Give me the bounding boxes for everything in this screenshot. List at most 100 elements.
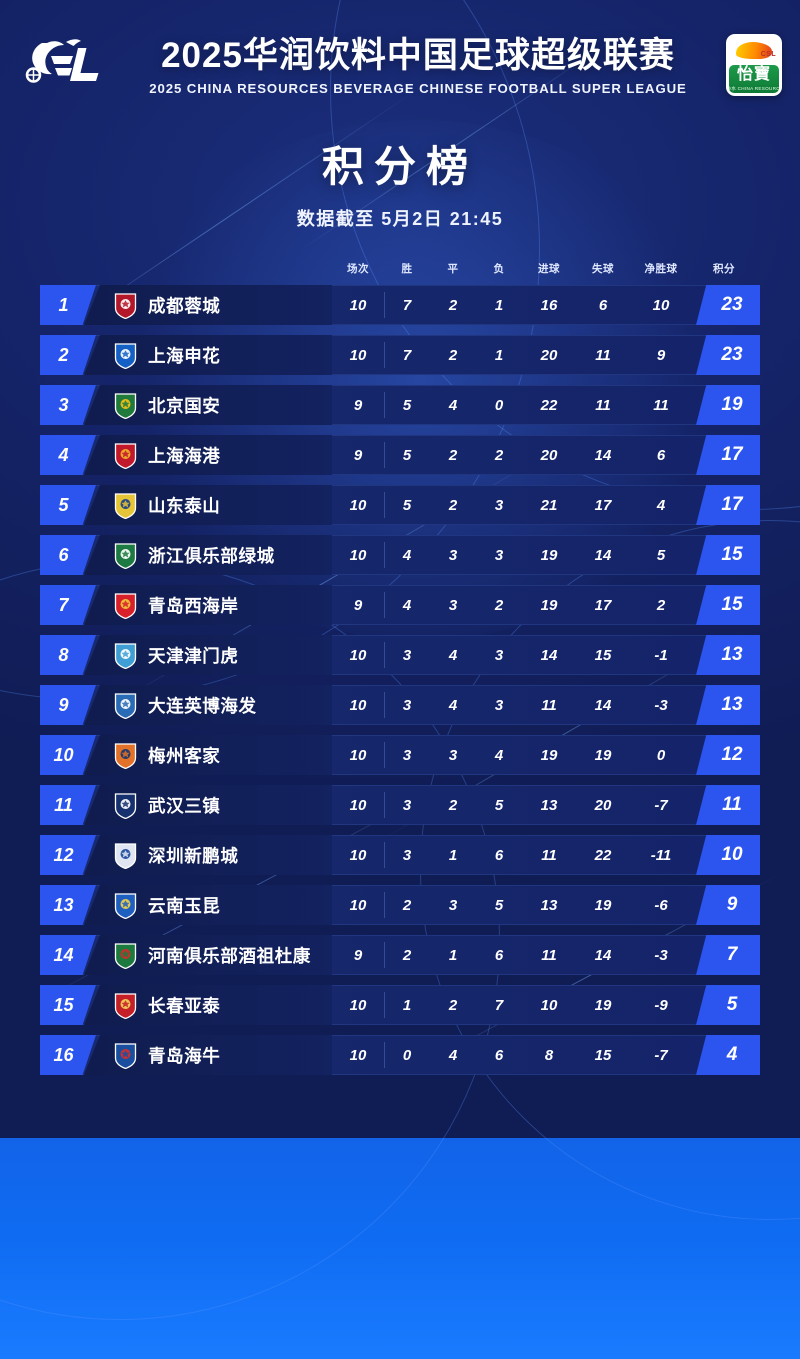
column-divider: [384, 292, 385, 318]
stats-cells: 10 3 4 3 11 14 -3: [332, 685, 696, 725]
table-row[interactable]: 1 成都蓉城 10 7 2 1 16 6 10 23: [40, 285, 760, 325]
stat-goal-diff: -3: [654, 696, 668, 714]
team-crest-icon: [114, 742, 137, 769]
points-badge: 23: [696, 335, 760, 375]
team-crest-icon: [114, 842, 137, 869]
team-name: 成都蓉城: [148, 295, 221, 316]
column-divider: [384, 942, 385, 968]
stat-goals-for: 14: [540, 646, 558, 664]
team-crest-icon: [114, 292, 137, 319]
stat-win: 4: [402, 596, 412, 614]
stat-win: 3: [402, 796, 412, 814]
stat-win: 2: [402, 896, 412, 914]
table-row[interactable]: 5 山东泰山 10 5 2 3 21 17 4 17: [40, 485, 760, 525]
team-crest-icon: [114, 492, 137, 519]
stat-played: 9: [353, 946, 363, 964]
team-cell[interactable]: 大连英博海发: [96, 685, 332, 725]
team-cell[interactable]: 武汉三镇: [96, 785, 332, 825]
stat-goal-diff: 11: [653, 396, 669, 414]
stats-cells: 9 4 3 2 19 17 2: [332, 585, 696, 625]
stats-cells: 10 3 3 4 19 19 0: [332, 735, 696, 775]
table-row[interactable]: 2 上海申花 10 7 2 1 20 11 9 23: [40, 335, 760, 375]
rank-badge: 16: [40, 1035, 96, 1075]
stat-loss: 1: [494, 346, 504, 364]
stat-goals-for: 20: [540, 446, 558, 464]
team-cell[interactable]: 长春亚泰: [96, 985, 332, 1025]
team-cell[interactable]: 山东泰山: [96, 485, 332, 525]
team-cell[interactable]: 云南玉昆: [96, 885, 332, 925]
team-cell[interactable]: 上海海港: [96, 435, 332, 475]
stat-goals-against: 11: [595, 346, 611, 364]
stat-win: 5: [402, 496, 412, 514]
team-crest-icon: [114, 542, 137, 569]
league-title-cn: 2025华润饮料中国足球超级联赛: [161, 35, 675, 75]
table-row[interactable]: 6 浙江俱乐部绿城 10 4 3 3 19 14 5 15: [40, 535, 760, 575]
table-row[interactable]: 3 北京国安 9 5 4 0 22 11 11 19: [40, 385, 760, 425]
sponsor-flame-icon: [736, 42, 772, 59]
team-cell[interactable]: 北京国安: [96, 385, 332, 425]
column-divider: [384, 342, 385, 368]
table-row[interactable]: 15 长春亚泰 10 1 2 7 10 19 -9 5: [40, 985, 760, 1025]
points-badge: 7: [696, 935, 760, 975]
table-row[interactable]: 16 青岛海牛 10 0 4 6 8 15 -7 4: [40, 1035, 760, 1075]
stats-cells: 10 3 2 5 13 20 -7: [332, 785, 696, 825]
points-badge: 9: [696, 885, 760, 925]
team-cell[interactable]: 天津津门虎: [96, 635, 332, 675]
team-name: 青岛海牛: [148, 1045, 221, 1066]
column-divider: [384, 642, 385, 668]
column-header-goals-for: 进球: [538, 262, 560, 275]
team-cell[interactable]: 浙江俱乐部绿城: [96, 535, 332, 575]
team-cell[interactable]: 梅州客家: [96, 735, 332, 775]
stat-goals-for: 19: [540, 546, 558, 564]
team-cell[interactable]: 成都蓉城: [96, 285, 332, 325]
data-timestamp: 数据截至 5月2日 21:45: [296, 209, 504, 229]
stat-loss: 5: [494, 796, 504, 814]
stat-goals-for: 20: [540, 346, 558, 364]
table-row[interactable]: 9 大连英博海发 10 3 4 3 11 14 -3 13: [40, 685, 760, 725]
team-cell[interactable]: 深圳新鹏城: [96, 835, 332, 875]
team-cell[interactable]: 青岛西海岸: [96, 585, 332, 625]
stat-played: 10: [349, 546, 367, 564]
stat-draw: 1: [448, 846, 458, 864]
stat-draw: 2: [448, 296, 458, 314]
stat-goals-against: 14: [594, 696, 612, 714]
stat-played: 9: [353, 446, 363, 464]
points-badge: 17: [696, 435, 760, 475]
stat-goals-for: 10: [540, 996, 558, 1014]
stat-loss: 2: [494, 446, 504, 464]
stats-cells: 9 2 1 6 11 14 -3: [332, 935, 696, 975]
team-cell[interactable]: 上海申花: [96, 335, 332, 375]
stat-played: 10: [349, 646, 367, 664]
table-row[interactable]: 11 武汉三镇 10 3 2 5 13 20 -7 11: [40, 785, 760, 825]
stat-loss: 3: [494, 696, 504, 714]
cfl-logo-icon: [18, 34, 110, 96]
points-badge: 10: [696, 835, 760, 875]
table-row[interactable]: 14 河南俱乐部酒祖杜康 9 2 1 6 11 14 -3 7: [40, 935, 760, 975]
table-row[interactable]: 12 深圳新鹏城 10 3 1 6 11 22 -11 10: [40, 835, 760, 875]
table-row[interactable]: 13 云南玉昆 10 2 3 5 13 19 -6 9: [40, 885, 760, 925]
standings-table: 场次 胜 平 负 进球 失球 净胜球 积分 1 成都蓉城 10 7 2 1 16 6 10 23 2…: [0, 257, 800, 1075]
team-cell[interactable]: 青岛海牛: [96, 1035, 332, 1075]
table-row[interactable]: 8 天津津门虎 10 3 4 3 14 15 -1 13: [40, 635, 760, 675]
stat-draw: 3: [448, 896, 458, 914]
team-cell[interactable]: 河南俱乐部酒祖杜康: [96, 935, 332, 975]
table-row[interactable]: 4 上海海港 9 5 2 2 20 14 6 17: [40, 435, 760, 475]
rank-badge: 10: [40, 735, 96, 775]
stat-goal-diff: 2: [656, 596, 666, 614]
stat-win: 3: [402, 746, 412, 764]
stats-cells: 10 2 3 5 13 19 -6: [332, 885, 696, 925]
points-badge: 17: [696, 485, 760, 525]
table-row[interactable]: 7 青岛西海岸 9 4 3 2 19 17 2 15: [40, 585, 760, 625]
table-row[interactable]: 10 梅州客家 10 3 3 4 19 19 0 12: [40, 735, 760, 775]
stat-draw: 4: [448, 696, 458, 714]
stats-cells: 10 3 4 3 14 15 -1: [332, 635, 696, 675]
stat-win: 4: [402, 546, 412, 564]
stat-draw: 2: [448, 496, 458, 514]
stat-win: 0: [402, 1046, 412, 1064]
team-crest-icon: [114, 942, 137, 969]
points-badge: 19: [696, 385, 760, 425]
stat-loss: 6: [494, 1046, 504, 1064]
stat-goals-against: 17: [594, 596, 612, 614]
team-crest-icon: [114, 892, 137, 919]
column-header-goals-against: 失球: [592, 262, 614, 275]
